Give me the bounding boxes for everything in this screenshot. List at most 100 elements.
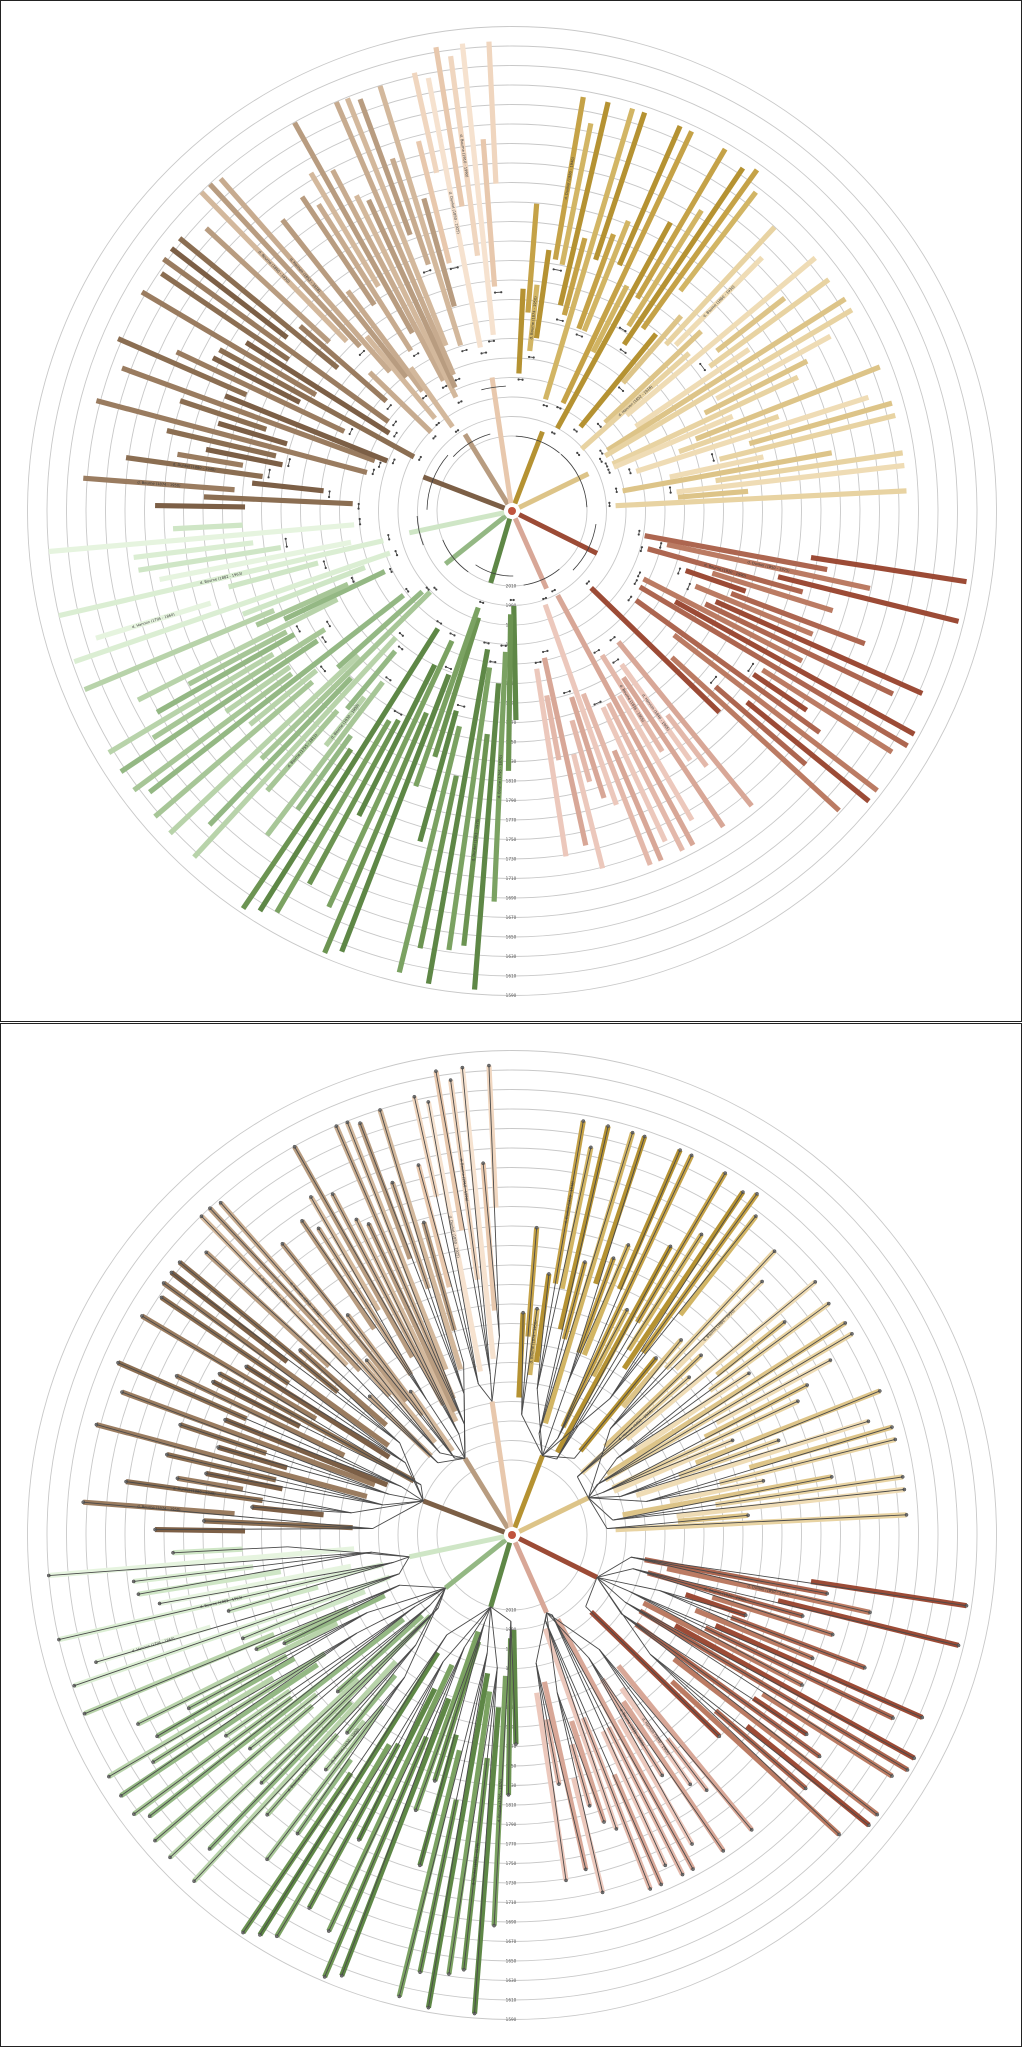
- year-tick-label: 1730: [506, 857, 517, 862]
- lineage-bar: [642, 576, 804, 664]
- tree-edge: [284, 1584, 400, 1644]
- node-dot: [504, 644, 507, 647]
- lineage-bar: [715, 450, 904, 484]
- leaf-tip: [663, 1863, 668, 1868]
- tree-edge: [616, 1303, 830, 1459]
- node-dot: [323, 670, 327, 673]
- lineage-bar: [366, 198, 458, 389]
- lineage-bar: [542, 1627, 619, 1830]
- tree-edge: [359, 1122, 465, 1395]
- lineage-bar: [48, 522, 355, 555]
- tree-edge: [629, 1591, 894, 1719]
- lineage-bar: [673, 1623, 916, 1761]
- lineage-bar: [621, 166, 746, 346]
- node-dot: [457, 401, 460, 404]
- tree-edge: [482, 1163, 500, 1337]
- tree-edge: [535, 1612, 548, 1664]
- lineage-bar: [138, 545, 282, 573]
- lineage-bar: [761, 667, 894, 755]
- node-dot: [751, 662, 755, 665]
- lineage-bar: [590, 284, 630, 354]
- tree-edge: [588, 1484, 598, 1498]
- lineage-bar: [542, 1131, 636, 1425]
- lineage-bar: [155, 502, 246, 510]
- lineage-bar: [364, 334, 437, 421]
- lineage-bar: [708, 277, 831, 369]
- lineage-bar: [561, 237, 588, 316]
- node-dot: [500, 644, 503, 647]
- lineage-bar: [116, 336, 248, 398]
- tree-edge: [415, 1622, 485, 1811]
- node-dot: [669, 491, 672, 494]
- node-dot: [545, 405, 548, 408]
- lineage-bar: [377, 1109, 464, 1371]
- lineage-bar: [635, 394, 870, 474]
- node-dot: [593, 651, 596, 654]
- node-dot: [435, 588, 438, 591]
- leaf-tip: [626, 1243, 631, 1247]
- lineage-bar: [179, 398, 268, 432]
- tree-edge: [369, 1395, 439, 1464]
- node-dot: [444, 665, 448, 668]
- year-ring: [105, 1128, 919, 1942]
- lineage-label: d. Bourne (1910 - 1990): [459, 1158, 469, 1202]
- lineage-bar: [611, 374, 800, 467]
- lineage-label: d. Hannon (1852 - 1918): [618, 1409, 654, 1442]
- clade-stem-bar: [408, 1534, 505, 1560]
- tree-edge: [404, 1587, 446, 1678]
- lineage-bar: [151, 627, 327, 741]
- lineage-bar: [635, 1418, 870, 1498]
- tree-edge: [108, 1632, 358, 1778]
- tree-edge: [346, 1644, 417, 1734]
- node-dot: [441, 386, 445, 389]
- lineage-bar: [640, 168, 760, 331]
- clade-stem-bar: [512, 430, 545, 505]
- tree-edge: [536, 1147, 592, 1389]
- node-dot: [541, 650, 545, 654]
- tree-edge: [629, 1591, 923, 1718]
- lineage-bar: [810, 554, 967, 585]
- tree-edge: [220, 1202, 441, 1454]
- lineage-bar: [612, 1437, 734, 1494]
- node-dot: [397, 645, 401, 648]
- lineage-bar: [616, 125, 683, 267]
- year-tick-label: 1770: [506, 1842, 517, 1847]
- tree-edge: [596, 1577, 626, 1603]
- lineage-bar: [251, 480, 324, 494]
- clade-stem-bar: [512, 1454, 545, 1529]
- node-dot: [479, 600, 482, 604]
- year-tick-label: 1690: [506, 1920, 517, 1925]
- lineage-bar: [192, 635, 398, 859]
- clade-stem-bar: [518, 471, 590, 510]
- lineage-bar: [621, 1190, 746, 1370]
- tree-edge: [125, 1481, 352, 1514]
- year-tick-label: 1750: [506, 1861, 517, 1866]
- tree-edge: [649, 1653, 870, 1826]
- sibling-arc: [748, 663, 754, 672]
- node-dot: [393, 458, 396, 461]
- tree-edge: [201, 1215, 439, 1464]
- node-dot: [668, 486, 672, 489]
- tree-edge: [332, 1193, 460, 1435]
- node-dot: [630, 595, 633, 598]
- lineage-bar: [396, 725, 462, 974]
- node-dot: [371, 472, 374, 476]
- tree-edge: [423, 1222, 465, 1364]
- tree-edge: [588, 1491, 604, 1499]
- tree-edge: [596, 1322, 846, 1486]
- tree-edge: [588, 1497, 614, 1521]
- year-tick-label: 1990: [506, 603, 517, 608]
- lineage-label: d. Bourne (1795 - 1870): [497, 1778, 503, 1822]
- year-ring: [46, 1069, 978, 2001]
- lineage-bar: [446, 667, 493, 951]
- lineage-bar: [295, 733, 353, 812]
- year-ring: [300, 299, 724, 723]
- leaf-tip: [602, 1820, 606, 1824]
- tree-edge: [414, 1587, 446, 1607]
- lineage-bar: [354, 1218, 459, 1423]
- lineage-bar: [730, 590, 866, 647]
- node-dot: [460, 400, 463, 403]
- lineage-bar: [119, 638, 319, 774]
- node-dot: [546, 649, 549, 652]
- tree-edge: [602, 1439, 733, 1493]
